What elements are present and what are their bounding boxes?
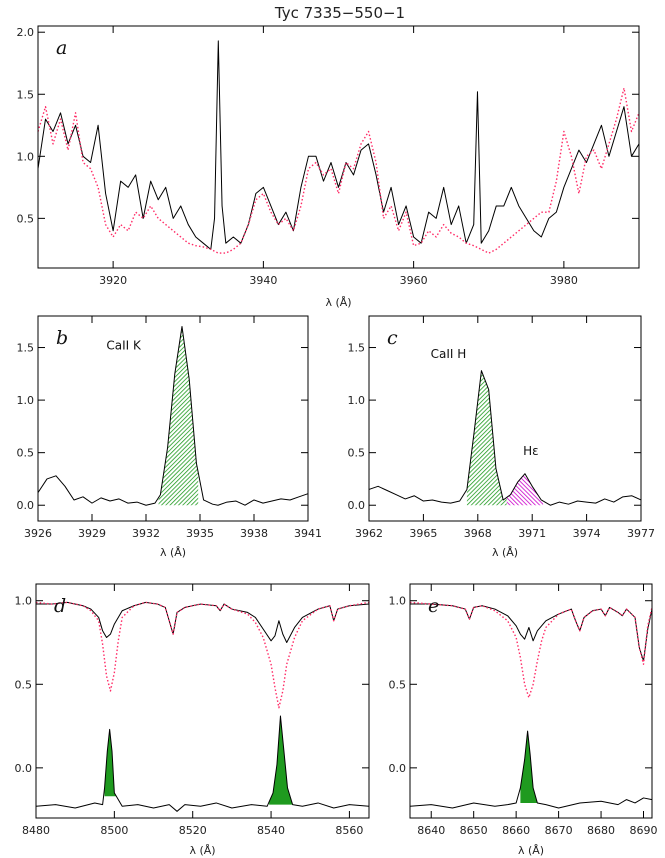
x-tick-label-c: 3965 [409, 527, 437, 540]
y-tick-label-d: 1.0 [15, 595, 33, 608]
x-tick-label-b: 3932 [132, 527, 160, 540]
panel-c: 3962 3965 3968 3971 3974 3977 0.0 0.5 1.0 1.5 λ (Å… [348, 315, 655, 559]
x-tick-label-d: 8560 [335, 824, 363, 837]
observed-spectrum-d-0 [36, 601, 370, 643]
annotation-c-1: Hε [523, 444, 539, 458]
x-tick-label-a: 3960 [400, 274, 428, 287]
panel-label-e: e [428, 595, 439, 617]
observed-spectrum-c-0 [368, 370, 642, 506]
annotation-b-0: CaII K [106, 339, 142, 353]
observed-spectrum-a-0 [37, 40, 640, 250]
x-tick-label-d: 8480 [22, 824, 50, 837]
observed-spectrum-b-0 [37, 326, 309, 506]
emission-fill-c-0 [466, 371, 507, 506]
y-tick-label-b: 1.5 [17, 342, 35, 355]
x-tick-label-e: 8640 [417, 824, 445, 837]
y-tick-label-a: 1.5 [17, 88, 35, 101]
panel-d: 8480 8500 8520 8540 8560 0.0 0.5 1.0 λ (Å) d [15, 583, 370, 857]
panel-label-b: b [56, 327, 68, 349]
y-tick-label-c: 1.5 [348, 342, 366, 355]
observed-spectrum-d-2 [35, 715, 370, 812]
y-tick-label-a: 2.0 [17, 26, 35, 39]
x-tick-label-c: 3971 [518, 527, 546, 540]
y-tick-label-a: 1.0 [17, 150, 35, 163]
x-axis-label-d: λ (Å) [189, 844, 215, 857]
x-tick-label-b: 3935 [186, 527, 214, 540]
y-tick-label-d: 0.5 [15, 678, 33, 691]
panel-b: 3926 3929 3932 3935 3938 3941 0.0 0.5 1.0 1.5 λ (Å… [17, 315, 322, 559]
x-tick-label-e: 8690 [630, 824, 658, 837]
plot-frame-e [409, 583, 653, 819]
x-tick-label-d: 8500 [100, 824, 128, 837]
x-tick-label-d: 8520 [179, 824, 207, 837]
panel-a: 3920 3940 3960 3980 0.5 1.0 1.5 2.0 λ (Å) a [17, 25, 640, 309]
plot-frame-c [368, 315, 642, 522]
panel-e: 8640 8650 8660 8670 8680 8690 0.0 0.5 1.0 λ (Å) e [389, 583, 658, 857]
x-tick-label-a: 3980 [550, 274, 578, 287]
y-tick-label-c: 0.0 [348, 499, 366, 512]
plot-frame-a [37, 25, 640, 269]
y-tick-label-e: 0.0 [389, 762, 407, 775]
x-tick-label-b: 3926 [24, 527, 52, 540]
x-tick-label-e: 8650 [460, 824, 488, 837]
x-tick-label-a: 3940 [249, 274, 277, 287]
y-tick-label-a: 0.5 [17, 212, 35, 225]
x-tick-label-e: 8660 [502, 824, 530, 837]
x-axis-label-a: λ (Å) [325, 296, 351, 309]
y-tick-label-e: 1.0 [389, 595, 407, 608]
x-tick-label-a: 3920 [99, 274, 127, 287]
x-tick-label-b: 3929 [78, 527, 106, 540]
panel-label-c: c [387, 327, 398, 349]
panel-label-d: d [54, 595, 66, 617]
observed-spectrum-e-2 [409, 730, 653, 809]
template-spectrum-a-1 [37, 87, 640, 254]
x-tick-label-c: 3968 [464, 527, 492, 540]
x-tick-label-d: 8540 [257, 824, 285, 837]
y-tick-label-b: 0.5 [17, 447, 35, 460]
x-tick-label-c: 3977 [627, 527, 655, 540]
y-tick-label-b: 1.0 [17, 394, 35, 407]
x-tick-label-e: 8670 [545, 824, 573, 837]
x-tick-label-c: 3962 [355, 527, 383, 540]
template-spectrum-e-1 [409, 601, 653, 699]
y-tick-label-c: 1.0 [348, 394, 366, 407]
x-axis-label-c: λ (Å) [492, 546, 518, 559]
plot-frame-d [35, 583, 370, 819]
panel-label-a: a [56, 37, 67, 59]
annotation-c-0: CaII H [431, 347, 467, 361]
x-axis-label-e: λ (Å) [518, 844, 544, 857]
emission-fill-c-1 [506, 473, 544, 506]
y-tick-label-c: 0.5 [348, 447, 366, 460]
y-tick-label-d: 0.0 [15, 762, 33, 775]
emission-fill-e-0 [520, 731, 538, 803]
observed-spectrum-e-0 [410, 603, 653, 662]
figure-title: Tyc 7335−550−1 [274, 4, 405, 22]
y-tick-label-b: 0.0 [17, 499, 35, 512]
x-tick-label-b: 3941 [294, 527, 322, 540]
x-tick-label-b: 3938 [240, 527, 268, 540]
x-tick-label-c: 3974 [573, 527, 601, 540]
y-tick-label-e: 0.5 [389, 678, 407, 691]
x-tick-label-e: 8680 [587, 824, 615, 837]
x-axis-label-b: λ (Å) [160, 546, 186, 559]
plot-frame-b [37, 315, 309, 522]
template-spectrum-d-1 [35, 601, 370, 709]
